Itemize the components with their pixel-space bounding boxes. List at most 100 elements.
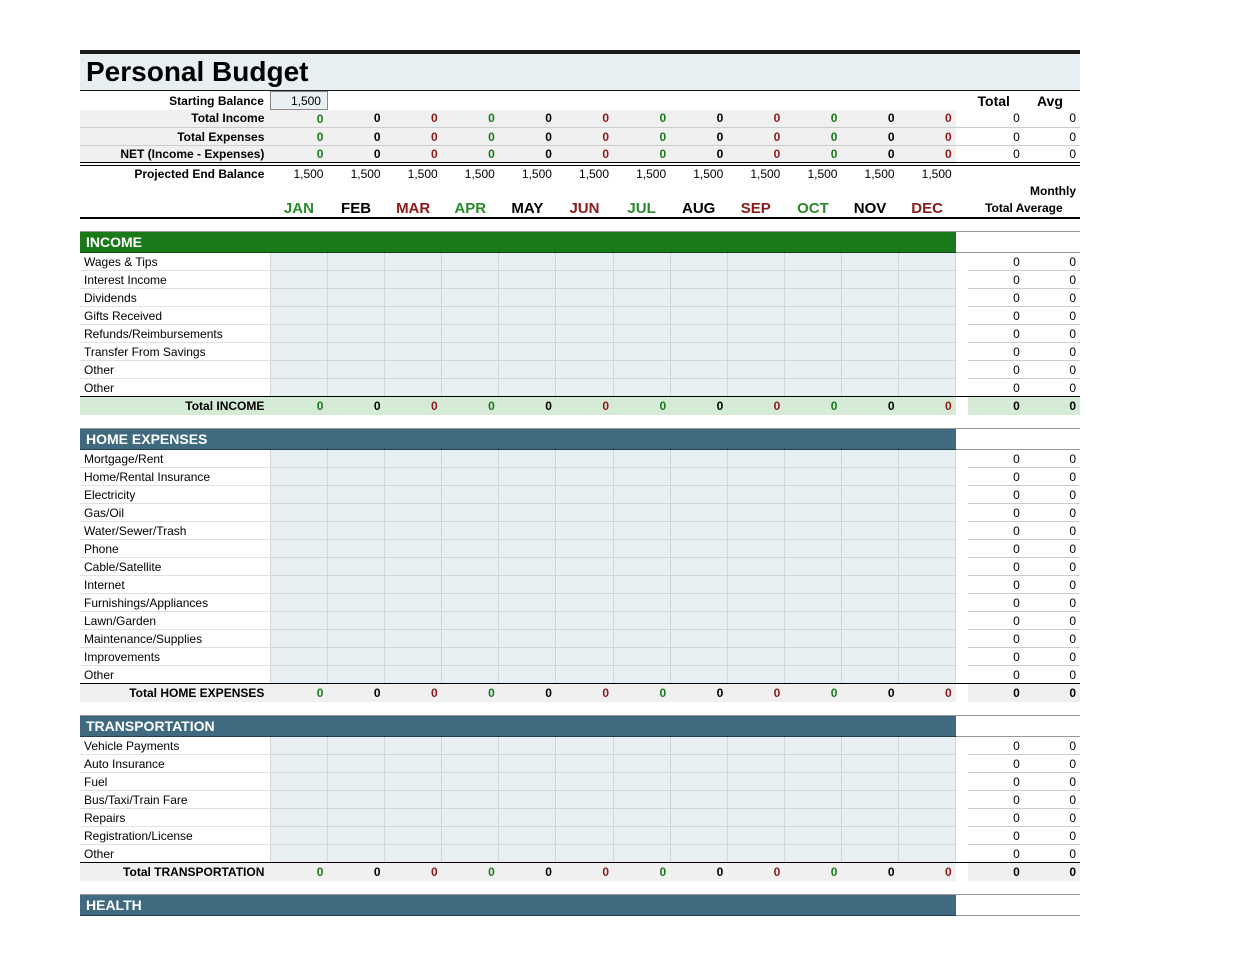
line-item-cell[interactable] bbox=[670, 307, 727, 325]
line-item-cell[interactable] bbox=[270, 450, 327, 468]
line-item-cell[interactable] bbox=[613, 361, 670, 379]
line-item-cell[interactable] bbox=[670, 450, 727, 468]
line-item-cell[interactable] bbox=[784, 343, 841, 361]
line-item-cell[interactable] bbox=[727, 486, 784, 504]
line-item-cell[interactable] bbox=[270, 289, 327, 307]
line-item-cell[interactable] bbox=[727, 325, 784, 343]
line-item-cell[interactable] bbox=[327, 755, 384, 773]
line-item-cell[interactable] bbox=[327, 343, 384, 361]
line-item-cell[interactable] bbox=[613, 540, 670, 558]
line-item-cell[interactable] bbox=[499, 558, 556, 576]
line-item-cell[interactable] bbox=[556, 755, 613, 773]
line-item-cell[interactable] bbox=[442, 755, 499, 773]
line-item-cell[interactable] bbox=[442, 612, 499, 630]
line-item-cell[interactable] bbox=[670, 271, 727, 289]
line-item-cell[interactable] bbox=[670, 666, 727, 684]
line-item-cell[interactable] bbox=[327, 271, 384, 289]
line-item-cell[interactable] bbox=[270, 522, 327, 540]
line-item-cell[interactable] bbox=[670, 361, 727, 379]
line-item-cell[interactable] bbox=[784, 648, 841, 666]
line-item-cell[interactable] bbox=[499, 630, 556, 648]
line-item-cell[interactable] bbox=[670, 809, 727, 827]
line-item-cell[interactable] bbox=[385, 612, 442, 630]
line-item-cell[interactable] bbox=[385, 450, 442, 468]
line-item-cell[interactable] bbox=[899, 343, 956, 361]
line-item-cell[interactable] bbox=[499, 343, 556, 361]
line-item-cell[interactable] bbox=[670, 594, 727, 612]
line-item-cell[interactable] bbox=[841, 289, 898, 307]
line-item-cell[interactable] bbox=[670, 253, 727, 271]
line-item-cell[interactable] bbox=[385, 558, 442, 576]
line-item-cell[interactable] bbox=[727, 540, 784, 558]
line-item-cell[interactable] bbox=[442, 576, 499, 594]
line-item-cell[interactable] bbox=[613, 289, 670, 307]
line-item-cell[interactable] bbox=[556, 612, 613, 630]
line-item-cell[interactable] bbox=[385, 343, 442, 361]
line-item-cell[interactable] bbox=[270, 468, 327, 486]
line-item-cell[interactable] bbox=[442, 558, 499, 576]
line-item-cell[interactable] bbox=[784, 845, 841, 863]
line-item-cell[interactable] bbox=[327, 522, 384, 540]
line-item-cell[interactable] bbox=[784, 540, 841, 558]
line-item-cell[interactable] bbox=[841, 343, 898, 361]
line-item-cell[interactable] bbox=[499, 845, 556, 863]
line-item-cell[interactable] bbox=[385, 504, 442, 522]
line-item-cell[interactable] bbox=[556, 558, 613, 576]
line-item-cell[interactable] bbox=[556, 289, 613, 307]
line-item-cell[interactable] bbox=[727, 361, 784, 379]
line-item-cell[interactable] bbox=[727, 612, 784, 630]
line-item-cell[interactable] bbox=[841, 791, 898, 809]
line-item-cell[interactable] bbox=[727, 594, 784, 612]
line-item-cell[interactable] bbox=[613, 755, 670, 773]
line-item-cell[interactable] bbox=[442, 450, 499, 468]
line-item-cell[interactable] bbox=[784, 558, 841, 576]
line-item-cell[interactable] bbox=[784, 594, 841, 612]
line-item-cell[interactable] bbox=[784, 271, 841, 289]
line-item-cell[interactable] bbox=[727, 845, 784, 863]
line-item-cell[interactable] bbox=[784, 666, 841, 684]
line-item-cell[interactable] bbox=[499, 253, 556, 271]
line-item-cell[interactable] bbox=[899, 737, 956, 755]
line-item-cell[interactable] bbox=[499, 486, 556, 504]
line-item-cell[interactable] bbox=[899, 773, 956, 791]
line-item-cell[interactable] bbox=[613, 737, 670, 755]
line-item-cell[interactable] bbox=[727, 809, 784, 827]
line-item-cell[interactable] bbox=[556, 648, 613, 666]
line-item-cell[interactable] bbox=[784, 468, 841, 486]
line-item-cell[interactable] bbox=[442, 648, 499, 666]
line-item-cell[interactable] bbox=[385, 737, 442, 755]
line-item-cell[interactable] bbox=[613, 576, 670, 594]
line-item-cell[interactable] bbox=[670, 504, 727, 522]
line-item-cell[interactable] bbox=[270, 379, 327, 397]
line-item-cell[interactable] bbox=[841, 845, 898, 863]
line-item-cell[interactable] bbox=[899, 558, 956, 576]
line-item-cell[interactable] bbox=[613, 630, 670, 648]
line-item-cell[interactable] bbox=[499, 504, 556, 522]
line-item-cell[interactable] bbox=[899, 486, 956, 504]
line-item-cell[interactable] bbox=[613, 594, 670, 612]
line-item-cell[interactable] bbox=[499, 576, 556, 594]
line-item-cell[interactable] bbox=[385, 289, 442, 307]
line-item-cell[interactable] bbox=[727, 755, 784, 773]
line-item-cell[interactable] bbox=[613, 791, 670, 809]
line-item-cell[interactable] bbox=[613, 612, 670, 630]
line-item-cell[interactable] bbox=[442, 343, 499, 361]
line-item-cell[interactable] bbox=[784, 361, 841, 379]
line-item-cell[interactable] bbox=[499, 379, 556, 397]
line-item-cell[interactable] bbox=[499, 791, 556, 809]
line-item-cell[interactable] bbox=[613, 253, 670, 271]
line-item-cell[interactable] bbox=[670, 325, 727, 343]
line-item-cell[interactable] bbox=[727, 379, 784, 397]
line-item-cell[interactable] bbox=[327, 379, 384, 397]
line-item-cell[interactable] bbox=[727, 289, 784, 307]
line-item-cell[interactable] bbox=[899, 468, 956, 486]
line-item-cell[interactable] bbox=[327, 540, 384, 558]
line-item-cell[interactable] bbox=[841, 773, 898, 791]
line-item-cell[interactable] bbox=[613, 809, 670, 827]
line-item-cell[interactable] bbox=[327, 307, 384, 325]
line-item-cell[interactable] bbox=[442, 737, 499, 755]
line-item-cell[interactable] bbox=[442, 791, 499, 809]
line-item-cell[interactable] bbox=[327, 450, 384, 468]
line-item-cell[interactable] bbox=[270, 343, 327, 361]
line-item-cell[interactable] bbox=[270, 737, 327, 755]
